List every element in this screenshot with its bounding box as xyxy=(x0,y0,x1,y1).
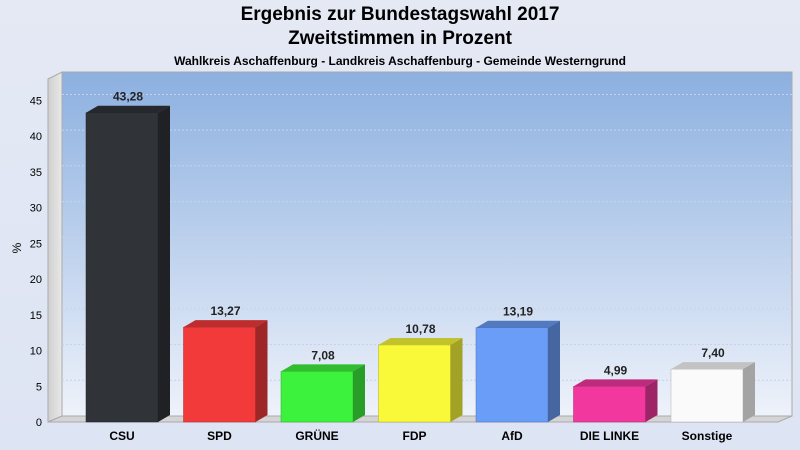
bar-side xyxy=(548,320,560,422)
bar-side xyxy=(158,105,170,422)
bar-front xyxy=(475,327,549,423)
data-label: 7,08 xyxy=(311,348,335,362)
data-label: 4,99 xyxy=(604,363,628,377)
bar-fdp: 10,78 xyxy=(378,322,463,423)
x-tick-label: AfD xyxy=(501,429,523,443)
chart-title: Ergebnis zur Bundestagswahl 2017 xyxy=(240,4,560,25)
bar-top xyxy=(86,105,170,113)
bar-top xyxy=(476,320,560,328)
y-tick-label: 30 xyxy=(30,203,42,215)
bar-top xyxy=(671,362,755,370)
y-tick-label: 15 xyxy=(30,310,42,322)
x-tick-label: SPD xyxy=(207,429,232,443)
bar-die-linke: 4,99 xyxy=(573,363,658,423)
y-tick-label: 40 xyxy=(30,131,42,143)
data-label: 13,27 xyxy=(210,304,240,318)
y-tick-label: 20 xyxy=(30,274,42,286)
x-tick-label: GRÜNE xyxy=(295,428,338,443)
bar-front xyxy=(280,371,354,423)
bar-top xyxy=(378,337,463,345)
bar-side xyxy=(450,337,463,422)
y-tick-label: 25 xyxy=(30,238,42,250)
bar-sonstige: 7,40 xyxy=(670,346,755,423)
bar-side xyxy=(255,320,268,422)
bar-front xyxy=(573,386,646,423)
chart-subtitle: Zweitstimmen in Prozent xyxy=(288,28,512,49)
bar-front xyxy=(378,344,451,423)
bar-top xyxy=(281,364,365,372)
data-label: 10,78 xyxy=(405,322,435,336)
y-tick-label: 5 xyxy=(36,381,42,393)
y-tick-label: 10 xyxy=(30,346,42,358)
bar-grüne: 7,08 xyxy=(280,348,365,423)
bar-front xyxy=(183,326,256,423)
x-tick-label: CSU xyxy=(109,429,134,443)
bar-top xyxy=(183,320,268,328)
x-tick-label: FDP xyxy=(403,429,427,443)
bar-top xyxy=(573,379,658,387)
y-tick-label: 45 xyxy=(30,95,42,107)
bar-csu: 43,28 xyxy=(85,90,170,423)
y-tick-label: 0 xyxy=(36,417,42,429)
x-tick-label: DIE LINKE xyxy=(580,429,639,443)
bar-side xyxy=(353,364,365,422)
bar-front xyxy=(670,368,744,423)
x-tick-label: Sonstige xyxy=(682,429,733,443)
data-label: 13,19 xyxy=(503,305,533,319)
bar-spd: 13,27 xyxy=(183,304,268,423)
chart-caption: Wahlkreis Aschaffenburg - Landkreis Asch… xyxy=(174,54,626,68)
y-axis-label: % xyxy=(10,242,24,253)
bar-afd: 13,19 xyxy=(475,305,560,423)
plot-side-wall xyxy=(47,71,63,423)
data-label: 7,40 xyxy=(701,346,725,360)
bar-front xyxy=(85,112,159,423)
data-label: 43,28 xyxy=(113,90,143,104)
bar-side xyxy=(743,362,755,422)
y-tick-label: 35 xyxy=(30,167,42,179)
bar-side xyxy=(645,379,658,422)
